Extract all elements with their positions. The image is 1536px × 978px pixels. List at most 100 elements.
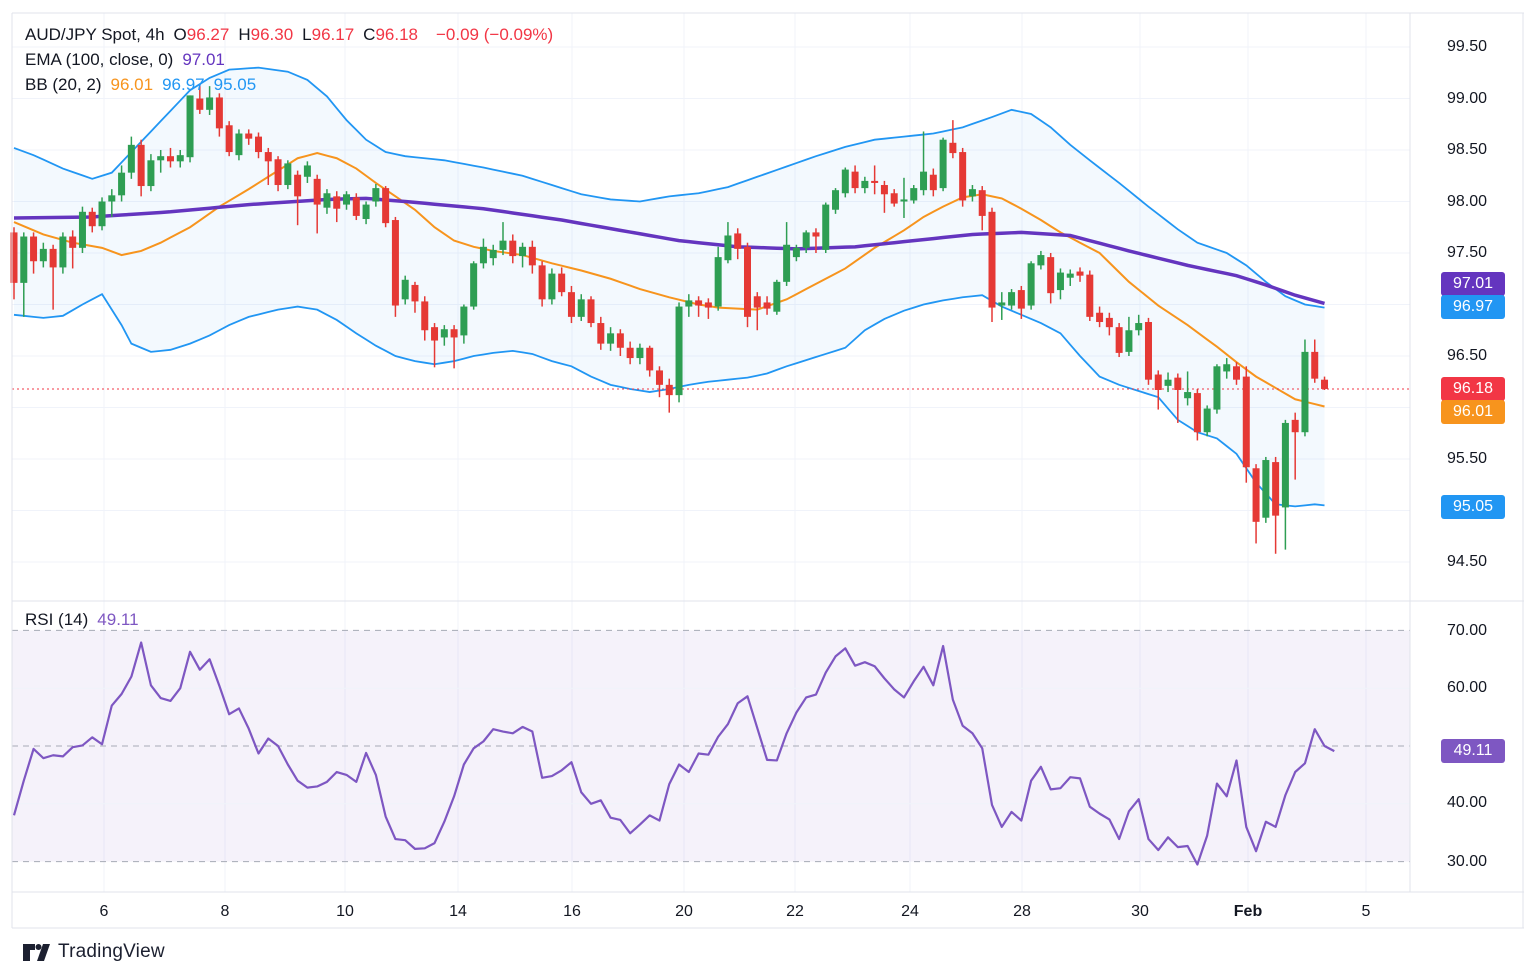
candle-body — [1086, 274, 1094, 317]
candle-body — [548, 273, 556, 300]
candle-body — [577, 299, 585, 317]
candle-body — [1008, 292, 1016, 306]
candle-body — [1252, 468, 1260, 522]
rsi-indicator-label: RSI (14) — [25, 610, 89, 629]
candle-body — [939, 139, 947, 189]
candle-body — [274, 159, 282, 186]
candle-body — [998, 302, 1006, 306]
candle-body — [1047, 257, 1055, 294]
candle-body — [215, 97, 223, 129]
ema-legend-row[interactable]: EMA (100, close, 0) 97.01 — [25, 47, 553, 72]
candle-body — [333, 196, 341, 209]
candle-body — [1281, 422, 1289, 508]
candle-body — [597, 323, 605, 344]
bb-basis-line[interactable] — [13, 152, 1325, 408]
candle-body — [714, 257, 722, 307]
time-axis-label: 8 — [220, 903, 230, 920]
candle-body — [567, 292, 575, 317]
candle-body — [255, 136, 262, 153]
candle-body — [1203, 408, 1211, 433]
candle-body — [744, 246, 751, 317]
candle-body — [59, 236, 67, 268]
candle-body — [147, 160, 155, 187]
candle-body — [636, 347, 644, 359]
candle-body — [871, 180, 879, 183]
candle-body — [655, 370, 663, 385]
symbol-legend-row[interactable]: AUD/JPY Spot, 4h O96.27 H96.30 L96.17 C96.18… — [25, 22, 553, 47]
main-chart-legend[interactable]: AUD/JPY Spot, 4h O96.27 H96.30 L96.17 C96.18… — [25, 22, 553, 97]
candle-body — [841, 169, 849, 194]
candle-body — [753, 296, 761, 308]
candle-body — [646, 347, 654, 371]
bb-fill-region — [14, 67, 1325, 507]
candle-body — [1174, 377, 1182, 390]
bb-upper-badge: 96.97 — [1441, 295, 1505, 319]
candle-body — [440, 329, 448, 338]
candle-body — [538, 265, 546, 300]
candle-body — [264, 152, 272, 162]
candle-body — [108, 195, 116, 202]
bb-indicator-values: 96.01 96.97 95.05 — [111, 75, 266, 94]
time-axis-label: 6 — [99, 903, 109, 920]
ohlc-value: 96.27 — [186, 25, 230, 44]
candle-body — [98, 201, 106, 227]
candle-body — [1311, 351, 1319, 379]
price-axis-label: 98.50 — [1447, 141, 1488, 158]
ohlc-value: 96.18 — [375, 25, 418, 44]
candle-body — [176, 155, 184, 162]
candle-body — [323, 193, 331, 208]
candle-body — [1233, 366, 1240, 380]
bb-value: 96.97 — [162, 75, 205, 94]
candle-body — [401, 279, 409, 300]
last-price-badge: 96.18 — [1441, 377, 1505, 401]
candle-body — [1154, 374, 1162, 390]
bb-legend-row[interactable]: BB (20, 2) 96.01 96.97 95.05 — [25, 72, 553, 97]
bb-upper-band-line[interactable] — [13, 66, 1325, 309]
candle-body — [528, 246, 536, 266]
bb-value: 95.05 — [213, 75, 257, 94]
candle-body — [558, 273, 566, 293]
candle-body — [1262, 460, 1270, 518]
candle-body — [284, 163, 292, 186]
candle-body — [626, 347, 634, 359]
time-axis-label: 24 — [901, 903, 919, 920]
rsi-axis-label: 40.00 — [1447, 794, 1488, 811]
candle-body — [1272, 462, 1280, 516]
candle-body — [880, 185, 888, 195]
candle-body — [695, 300, 703, 306]
candle-body — [978, 190, 986, 216]
candle-body — [968, 189, 976, 197]
price-axis-label: 97.50 — [1447, 244, 1488, 261]
candle-body — [1184, 392, 1192, 399]
ohlc-label: O — [173, 25, 187, 44]
candle-body — [607, 333, 615, 344]
rsi-legend-row[interactable]: RSI (14) 49.11 — [25, 610, 139, 630]
candle-body — [802, 232, 810, 248]
candle-body — [519, 246, 527, 257]
candle-body — [822, 204, 830, 250]
candle-body — [1017, 290, 1025, 309]
ohlc-label: L — [302, 25, 312, 44]
ema-indicator-value: 97.01 — [182, 50, 225, 69]
time-axis-label: 22 — [786, 903, 804, 920]
candle-body — [832, 190, 840, 210]
tradingview-logo[interactable]: TradingView — [22, 941, 165, 963]
price-axis-label: 95.50 — [1447, 450, 1488, 467]
rsi-axis-label: 30.00 — [1447, 853, 1488, 870]
candle-body — [1242, 376, 1250, 468]
candle-body — [920, 171, 928, 191]
candle-body — [949, 142, 957, 154]
price-axis-label: 94.50 — [1447, 553, 1488, 570]
candle-body — [39, 248, 47, 262]
candle-body — [773, 281, 781, 312]
candle-body — [235, 133, 243, 156]
candle-body — [186, 95, 194, 158]
ema-100-line[interactable] — [13, 196, 1325, 306]
candle-body — [1096, 312, 1104, 323]
candle-body — [49, 248, 57, 268]
candle-body — [783, 244, 791, 282]
ohlc-values: O96.27 H96.30 L96.17 C96.18 — [174, 25, 427, 44]
rsi-axis-label: 70.00 — [1447, 622, 1488, 639]
rsi-line[interactable] — [12, 641, 1335, 866]
